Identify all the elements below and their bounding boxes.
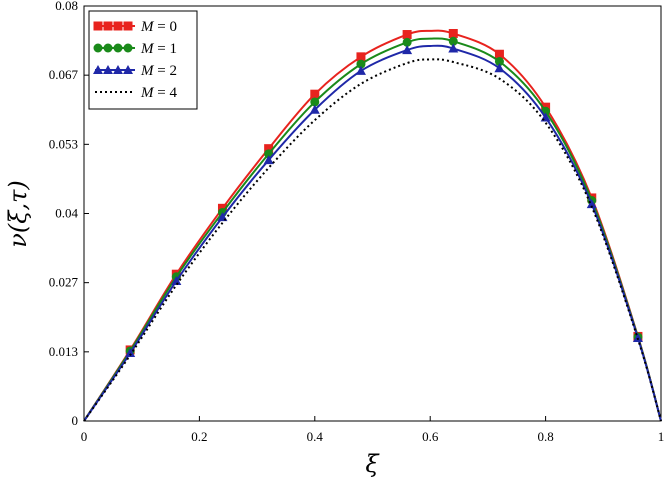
- y-tick-label: 0.067: [49, 67, 79, 82]
- y-axis-label: ν(ξ,τ): [4, 180, 32, 247]
- legend-marker: [93, 65, 103, 74]
- series-3: [83, 58, 662, 422]
- legend-marker: [123, 43, 133, 53]
- series-2: [83, 43, 662, 422]
- legend-marker: [103, 21, 113, 31]
- data-point-triangle: [632, 333, 643, 342]
- legend-marker: [103, 65, 113, 74]
- series-group: [83, 28, 662, 422]
- x-axis-label: ξ: [365, 450, 380, 478]
- legend-marker: [103, 43, 113, 53]
- y-tick-label: 0.053: [49, 136, 78, 151]
- series-line: [83, 58, 662, 422]
- data-point-triangle: [402, 45, 413, 55]
- x-tick-label: 0.2: [191, 429, 207, 444]
- x-tick-label: 1: [658, 429, 665, 444]
- data-point-triangle: [494, 63, 505, 73]
- x-tick-label: 0: [81, 429, 88, 444]
- data-point-triangle: [171, 275, 182, 285]
- data-point-triangle: [309, 104, 320, 114]
- axis-ticks: 0 0.2 0.4 0.6 0.8 1 0 0.013 0.027 0.04 0.053 0.067 0…: [49, 0, 665, 444]
- x-tick-label: 0.8: [537, 429, 553, 444]
- data-point-square: [494, 49, 504, 59]
- data-point-square: [402, 30, 412, 40]
- data-point-square: [264, 144, 274, 154]
- y-tick-label: 0.027: [49, 275, 79, 290]
- legend-label: M = 0: [140, 19, 177, 35]
- data-point-circle: [494, 57, 504, 67]
- data-point-triangle: [448, 43, 459, 53]
- data-point-circle: [402, 37, 412, 47]
- legend-item: M = 2: [93, 63, 177, 79]
- data-point-square: [356, 52, 366, 62]
- y-tick-label: 0: [72, 413, 79, 428]
- data-point-triangle: [355, 65, 366, 75]
- data-point-circle: [310, 97, 320, 107]
- data-point-triangle: [586, 199, 597, 209]
- data-point-circle: [356, 59, 366, 69]
- legend-marker: [113, 43, 123, 53]
- legend-marker: [113, 65, 123, 74]
- y-tick-label: 0.04: [55, 206, 78, 221]
- legend-marker: [123, 21, 133, 31]
- legend-item: M = 4: [95, 85, 177, 101]
- legend-marker: [113, 21, 123, 31]
- data-point-triangle: [125, 348, 136, 358]
- x-tick-label: 0.4: [307, 429, 324, 444]
- legend-item: M = 0: [93, 19, 177, 35]
- legend-marker: [93, 43, 103, 53]
- legend-label: M = 2: [140, 63, 177, 79]
- legend-label: M = 4: [140, 85, 177, 101]
- legend-marker: [93, 21, 103, 31]
- x-tick-label: 0.6: [422, 429, 439, 444]
- legend: M = 0 M = 1 M = 2 M = 4: [88, 10, 198, 110]
- data-point-triangle: [263, 155, 274, 165]
- data-point-square: [310, 89, 320, 99]
- data-point-square: [448, 28, 458, 38]
- y-tick-label: 0.013: [49, 344, 78, 359]
- y-tick-label: 0.08: [55, 0, 78, 13]
- data-point-circle: [448, 36, 458, 46]
- legend-item: M = 1: [93, 41, 177, 57]
- legend-label: M = 1: [140, 41, 177, 57]
- legend-marker: [123, 65, 133, 74]
